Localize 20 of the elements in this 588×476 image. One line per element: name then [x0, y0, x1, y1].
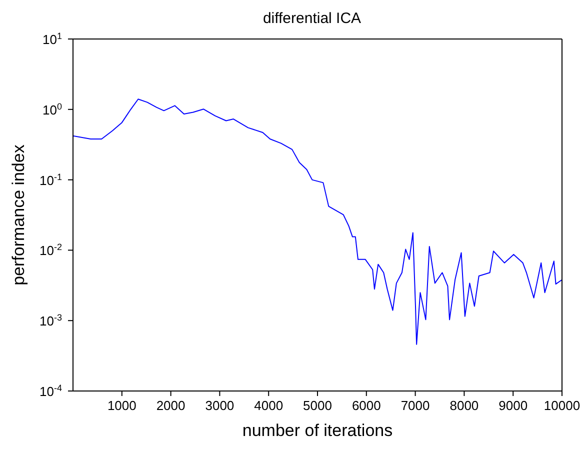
x-tick-label: 8000: [450, 398, 479, 413]
x-tick-label: 3000: [205, 398, 234, 413]
x-tick-label: 9000: [498, 398, 528, 413]
y-tick-label: 10$^{-1}$: [40, 172, 62, 188]
y-tick-label: 10$^{-4}$: [40, 383, 62, 399]
y-tick-label: 10$^{1}$: [42, 31, 62, 47]
y-tick-label: 10$^{-3}$: [40, 312, 62, 329]
x-tick-label: 10000: [544, 398, 580, 413]
y-tick-label: 10$^{-2}$: [40, 242, 62, 258]
x-axis-title: number of iterations: [242, 421, 393, 440]
chart-title: differential ICA: [262, 10, 362, 27]
x-tick-label: 2000: [156, 398, 186, 413]
line-series: [73, 98, 562, 345]
y-axis-title: performance index: [9, 144, 28, 286]
x-tick-label: 7000: [400, 398, 430, 413]
y-tick-label: 10$^{0}$: [42, 101, 62, 118]
x-tick-label: 5000: [303, 398, 332, 413]
x-tick-label: 4000: [254, 398, 284, 413]
x-tick-label: 6000: [352, 398, 381, 413]
x-tick-label: 1000: [107, 398, 136, 413]
